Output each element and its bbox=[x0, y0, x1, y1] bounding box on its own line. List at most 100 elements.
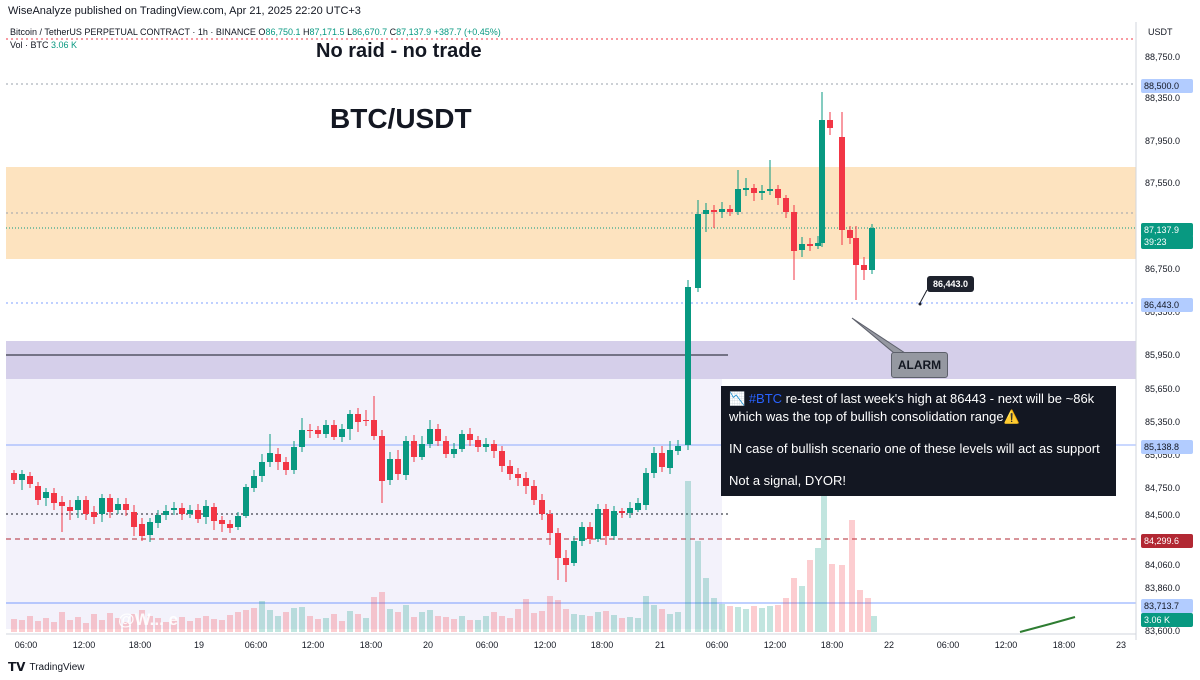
candle-body bbox=[483, 444, 489, 447]
volume-bar bbox=[849, 520, 855, 632]
candle-body bbox=[807, 244, 813, 246]
volume-bar bbox=[123, 622, 129, 632]
volume-bar bbox=[857, 590, 863, 632]
time-tick-label: 06:00 bbox=[244, 640, 268, 650]
volume-bar bbox=[651, 605, 657, 632]
volume-bar bbox=[547, 596, 553, 632]
currency-label[interactable]: USDT bbox=[1148, 27, 1173, 37]
price-level-label[interactable]: 86,443.0 bbox=[927, 276, 975, 292]
candle-body bbox=[243, 487, 249, 516]
volume-bar bbox=[99, 620, 105, 632]
candle-body bbox=[171, 508, 177, 510]
volume-bar bbox=[339, 621, 345, 632]
volume-bar bbox=[387, 609, 393, 632]
price-tag: 39:23 bbox=[1141, 235, 1193, 249]
candle-body bbox=[275, 454, 281, 462]
volume-bar bbox=[147, 616, 153, 632]
volume-bar bbox=[259, 601, 265, 632]
volume-bar bbox=[11, 619, 17, 632]
price-tick-label: 85,950.0 bbox=[1145, 350, 1181, 360]
idea-note[interactable]: 📉 #BTC re-test of last week's high at 86… bbox=[721, 386, 1116, 496]
candle-body bbox=[331, 425, 337, 437]
volume-bar bbox=[331, 614, 337, 632]
volume-bar bbox=[187, 621, 193, 632]
candle-body bbox=[767, 189, 773, 191]
volume-bar bbox=[283, 612, 289, 632]
volume-bar bbox=[703, 578, 709, 632]
volume-bar bbox=[799, 586, 805, 632]
candle-body bbox=[19, 474, 25, 480]
candle-body bbox=[499, 451, 505, 466]
candle-body bbox=[853, 238, 859, 265]
candle-body bbox=[387, 459, 393, 480]
high-label: H bbox=[303, 27, 310, 37]
candle-body bbox=[635, 503, 641, 510]
price-tick-label: 85,050.0 bbox=[1145, 450, 1181, 460]
watermark: @W... e bbox=[118, 610, 179, 629]
candle-body bbox=[467, 434, 473, 440]
volume-bar bbox=[227, 615, 233, 632]
price-tick-label: 84,500.0 bbox=[1145, 510, 1181, 520]
volume-label[interactable]: Vol · BTC bbox=[10, 40, 49, 50]
candle-body bbox=[815, 243, 821, 246]
candle-body bbox=[131, 512, 137, 527]
candle-body bbox=[799, 244, 805, 250]
price-tick-label: 84,060.0 bbox=[1145, 560, 1181, 570]
candle-body bbox=[83, 500, 89, 514]
volume-bar bbox=[619, 618, 625, 632]
candle-body bbox=[861, 265, 867, 270]
candle-body bbox=[267, 453, 273, 462]
volume-bar bbox=[443, 617, 449, 632]
volume-bar bbox=[19, 620, 25, 632]
candle-body bbox=[659, 453, 665, 467]
publish-info: WiseAnalyze published on TradingView.com… bbox=[8, 5, 361, 17]
volume-bar bbox=[539, 611, 545, 632]
volume-bar bbox=[115, 618, 121, 632]
candle-body bbox=[775, 189, 781, 198]
candle-body bbox=[355, 414, 361, 422]
volume-bar bbox=[395, 612, 401, 632]
volume-bar bbox=[767, 606, 773, 632]
volume-bar bbox=[523, 599, 529, 632]
volume-bar bbox=[43, 618, 49, 632]
candle-body bbox=[115, 504, 121, 510]
alarm-callout[interactable]: ALARM bbox=[891, 352, 948, 378]
chart-subheading[interactable]: BTC/USDT bbox=[330, 103, 472, 134]
volume-bar bbox=[347, 611, 353, 632]
candle-body bbox=[819, 120, 825, 243]
volume-bar bbox=[751, 606, 757, 632]
candle-body bbox=[759, 191, 765, 193]
time-tick-label: 06:00 bbox=[936, 640, 960, 650]
chart-heading[interactable]: No raid - no trade bbox=[316, 40, 482, 62]
change-value: +387.7 (+0.45%) bbox=[433, 27, 501, 37]
support-zone bbox=[6, 341, 1136, 379]
volume-bar bbox=[603, 611, 609, 632]
price-tick-label: 83,860.0 bbox=[1145, 583, 1181, 593]
candle-body bbox=[603, 509, 609, 536]
candle-body bbox=[379, 436, 385, 481]
price-chart[interactable] bbox=[0, 22, 1200, 640]
candle-body bbox=[299, 430, 305, 447]
volume-bar bbox=[563, 609, 569, 632]
candle-body bbox=[323, 425, 329, 434]
volume-bar bbox=[179, 617, 185, 632]
chart-icon: 📉 bbox=[729, 391, 746, 406]
ticker-tag[interactable]: #BTC bbox=[748, 391, 783, 406]
volume-bar bbox=[467, 620, 473, 632]
candle-body bbox=[347, 414, 353, 429]
candle-body bbox=[869, 228, 875, 270]
candle-body bbox=[651, 453, 657, 473]
volume-bar bbox=[107, 613, 113, 632]
volume-bar bbox=[355, 614, 361, 632]
volume-bar bbox=[507, 618, 513, 632]
candle-body bbox=[475, 440, 481, 447]
price-tick-label: 85,650.0 bbox=[1145, 384, 1181, 394]
candle-body bbox=[435, 429, 441, 441]
volume-bar bbox=[475, 620, 481, 632]
candle-body bbox=[11, 473, 17, 480]
volume-bar bbox=[83, 623, 89, 632]
symbol-name[interactable]: Bitcoin / TetherUS PERPETUAL CONTRACT · … bbox=[10, 27, 256, 37]
price-tick-label: 86,750.0 bbox=[1145, 264, 1181, 274]
tradingview-logo[interactable]: 𝗧𝗩 TradingView bbox=[8, 660, 85, 674]
volume-bar bbox=[711, 598, 717, 632]
